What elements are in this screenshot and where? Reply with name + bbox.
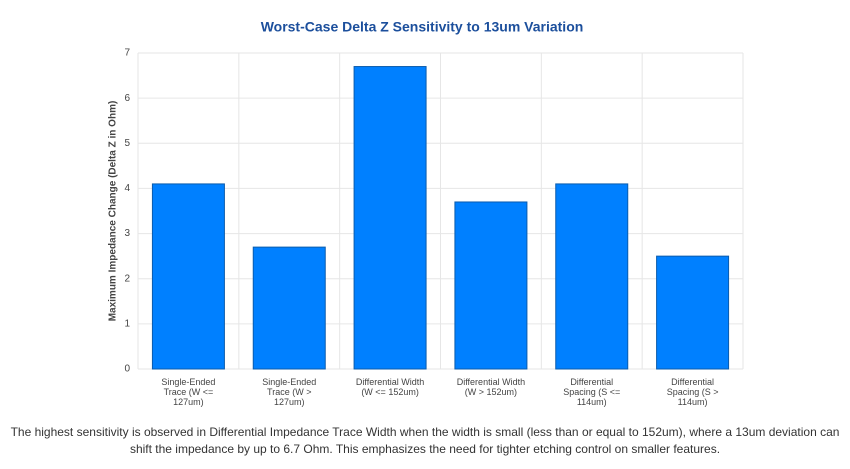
y-tick-label: 0	[124, 364, 130, 375]
y-tick-label: 4	[124, 183, 130, 194]
bar	[353, 66, 427, 370]
bar	[252, 246, 326, 370]
x-tick-label-box: Differential Spacing (S > 114um)	[666, 377, 719, 407]
x-tick-label: Differential Width (W > 152um)	[456, 377, 526, 397]
x-tick-label: Single-Ended Trace (W <= 127um)	[161, 377, 216, 407]
bar	[555, 183, 629, 370]
y-tick-label: 5	[124, 138, 130, 149]
x-tick-label-box: Differential Spacing (S <= 114um)	[563, 377, 621, 407]
x-tick-label: Single-Ended Trace (W > 127um)	[262, 377, 317, 407]
y-tick-label: 3	[124, 228, 130, 239]
y-tick-label: 6	[124, 93, 130, 104]
chart-title: Worst-Case Delta Z Sensitivity to 13um V…	[261, 19, 584, 35]
x-tick-label: Differential Width (W <= 152um)	[355, 377, 425, 397]
y-axis-label: Maximum Impedance Change (Delta Z in Ohm…	[108, 101, 119, 322]
x-tick-label: Differential Spacing (S > 114um)	[666, 377, 719, 407]
y-tick-label: 1	[124, 318, 130, 329]
caption: The highest sensitivity is observed in D…	[10, 425, 840, 456]
y-tick-label: 7	[124, 48, 130, 59]
x-tick-label-box: Single-Ended Trace (W > 127um)	[262, 377, 317, 407]
x-tick-label-box: Differential Width (W > 152um)	[456, 377, 526, 397]
bar	[151, 183, 225, 370]
chart: Worst-Case Delta Z Sensitivity to 13um V…	[108, 19, 744, 407]
x-tick-label-box: Differential Width (W <= 152um)	[355, 377, 425, 397]
bar	[454, 201, 528, 370]
bar	[656, 255, 730, 370]
x-tick-label: Differential Spacing (S <= 114um)	[563, 377, 621, 407]
x-tick-label-box: Single-Ended Trace (W <= 127um)	[161, 377, 216, 407]
y-tick-label: 2	[124, 273, 130, 284]
